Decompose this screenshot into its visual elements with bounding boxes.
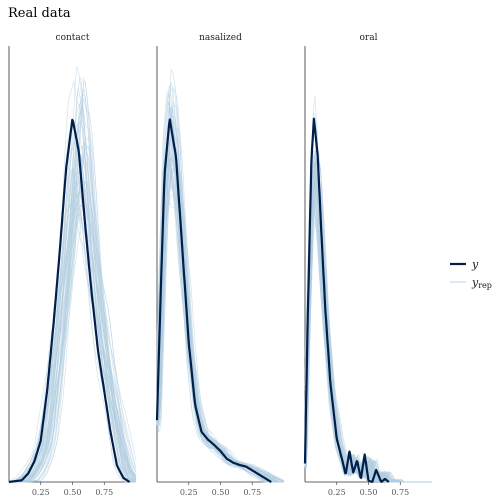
- legend-y-label: y: [471, 258, 479, 271]
- legend-yrep-label: yrep: [471, 276, 492, 290]
- x-tick-label: 0.25: [32, 488, 50, 497]
- legend-yrep-main: y: [471, 276, 479, 289]
- facet-panels: contact 0.25 0.50 0.75 nasalized 0.25 0.50 0.75…: [8, 33, 432, 497]
- x-tick-label: 0.75: [391, 488, 409, 497]
- yrep-curve: [156, 177, 284, 483]
- yrep-curve: [156, 149, 284, 483]
- panel-oral: oral 0.25 0.50 0.75: [303, 33, 432, 497]
- yrep-curve: [156, 101, 285, 482]
- yrep-curve: [8, 155, 137, 483]
- yrep-curves: [156, 68, 285, 483]
- yrep-curve: [304, 150, 432, 483]
- x-tick-label: 0.50: [212, 488, 230, 497]
- x-tick-label: 0.25: [180, 488, 198, 497]
- legend-yrep-subscript: rep: [478, 281, 492, 290]
- yrep-curve: [9, 152, 137, 483]
- strip-label: contact: [56, 33, 90, 43]
- strip-label: nasalized: [199, 33, 242, 43]
- yrep-curves: [8, 66, 137, 483]
- yrep-curve: [9, 137, 136, 483]
- yrep-curve: [156, 143, 284, 483]
- x-tick-label: 0.75: [95, 488, 113, 497]
- x-tick-label: 0.50: [64, 488, 82, 497]
- y-observed-curve: [8, 118, 131, 484]
- yrep-curve: [8, 136, 137, 482]
- panel-contact: contact 0.25 0.50 0.75: [8, 33, 137, 497]
- y-observed-curve: [303, 117, 390, 483]
- yrep-curve: [8, 177, 137, 482]
- yrep-curve: [156, 193, 285, 483]
- panel-nasalized: nasalized 0.25 0.50 0.75: [155, 33, 285, 497]
- yrep-curve: [9, 167, 137, 483]
- yrep-curve: [156, 84, 284, 483]
- figure-title: Real data: [8, 6, 71, 21]
- legend: y yrep: [450, 258, 492, 290]
- yrep-curve: [156, 201, 285, 483]
- x-tick-label: 0.75: [243, 488, 261, 497]
- y-observed-curve: [155, 118, 272, 483]
- yrep-curve: [9, 212, 137, 483]
- yrep-curve: [9, 99, 137, 483]
- x-tick-label: 0.25: [328, 488, 346, 497]
- x-tick-label: 0.50: [360, 488, 378, 497]
- yrep-curve: [8, 118, 137, 483]
- strip-label: oral: [360, 33, 378, 43]
